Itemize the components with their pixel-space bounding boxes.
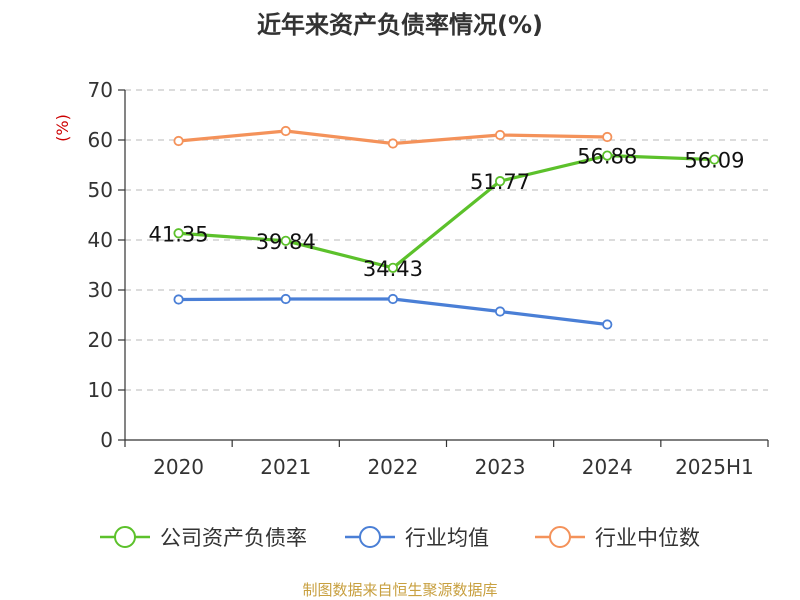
legend: 公司资产负债率 行业均值 行业中位数 [100, 526, 700, 550]
data-label: 39.84 [256, 230, 316, 254]
x-tick-label: 2025H1 [675, 455, 754, 479]
legend-label: 行业中位数 [595, 526, 700, 550]
data-label: 41.35 [149, 222, 209, 246]
legend-item: 公司资产负债率 [100, 526, 307, 550]
grid-lines [125, 89, 768, 391]
legend-marker [359, 526, 381, 548]
y-tick-label: 30 [88, 278, 113, 302]
series-0: 41.35 39.84 34.43 51.77 56.88 56.09 [149, 145, 745, 281]
data-label: 34.43 [363, 257, 423, 281]
y-tick-label: 0 [100, 428, 113, 452]
data-point [494, 176, 506, 187]
series-1 [173, 293, 613, 330]
data-point [602, 150, 613, 161]
chart-title: 近年来资产负债率情况(%) [257, 11, 543, 39]
data-point [173, 294, 184, 305]
series-line [178, 154, 715, 270]
legend-label: 行业均值 [405, 526, 489, 550]
data-point [602, 319, 613, 330]
data-point [494, 129, 506, 141]
source-note: 制图数据来自恒生聚源数据库 [302, 581, 497, 599]
x-tick-label: 2020 [153, 455, 204, 479]
data-point [387, 138, 399, 149]
axes: 0 10 20 30 40 50 60 70 2020 2021 2022 2023 2024 2025H… [88, 78, 769, 479]
data-point [709, 154, 720, 165]
data-point [280, 125, 291, 137]
legend-label: 公司资产负债率 [160, 526, 307, 550]
data-point [387, 262, 399, 273]
x-tick-label: 2024 [582, 455, 633, 479]
legend-item: 行业均值 [345, 526, 489, 550]
legend-item: 行业中位数 [535, 526, 700, 550]
y-axis-label: (%) [53, 114, 72, 142]
x-tick-label: 2023 [475, 455, 526, 479]
x-tick-label: 2021 [260, 455, 311, 479]
series-2 [173, 125, 613, 149]
legend-marker [549, 526, 571, 548]
y-tick-label: 10 [88, 378, 113, 402]
data-point [387, 293, 399, 305]
y-tick-label: 50 [88, 178, 113, 202]
y-tick-label: 70 [88, 78, 113, 102]
data-point [173, 228, 184, 239]
y-tick-label: 60 [88, 128, 113, 152]
series-layer: 41.35 39.84 34.43 51.77 56.88 56.09 [149, 125, 745, 330]
y-tick-label: 40 [88, 228, 113, 252]
legend-marker [114, 526, 136, 548]
y-tick-label: 20 [88, 328, 113, 352]
data-point [173, 135, 184, 147]
data-point [494, 306, 506, 317]
data-point [280, 235, 291, 246]
data-label: 56.09 [684, 149, 744, 173]
data-point [280, 293, 291, 305]
data-label: 51.77 [470, 170, 530, 194]
x-tick-label: 2022 [367, 455, 418, 479]
data-point [602, 131, 613, 143]
data-label: 56.88 [577, 145, 637, 169]
